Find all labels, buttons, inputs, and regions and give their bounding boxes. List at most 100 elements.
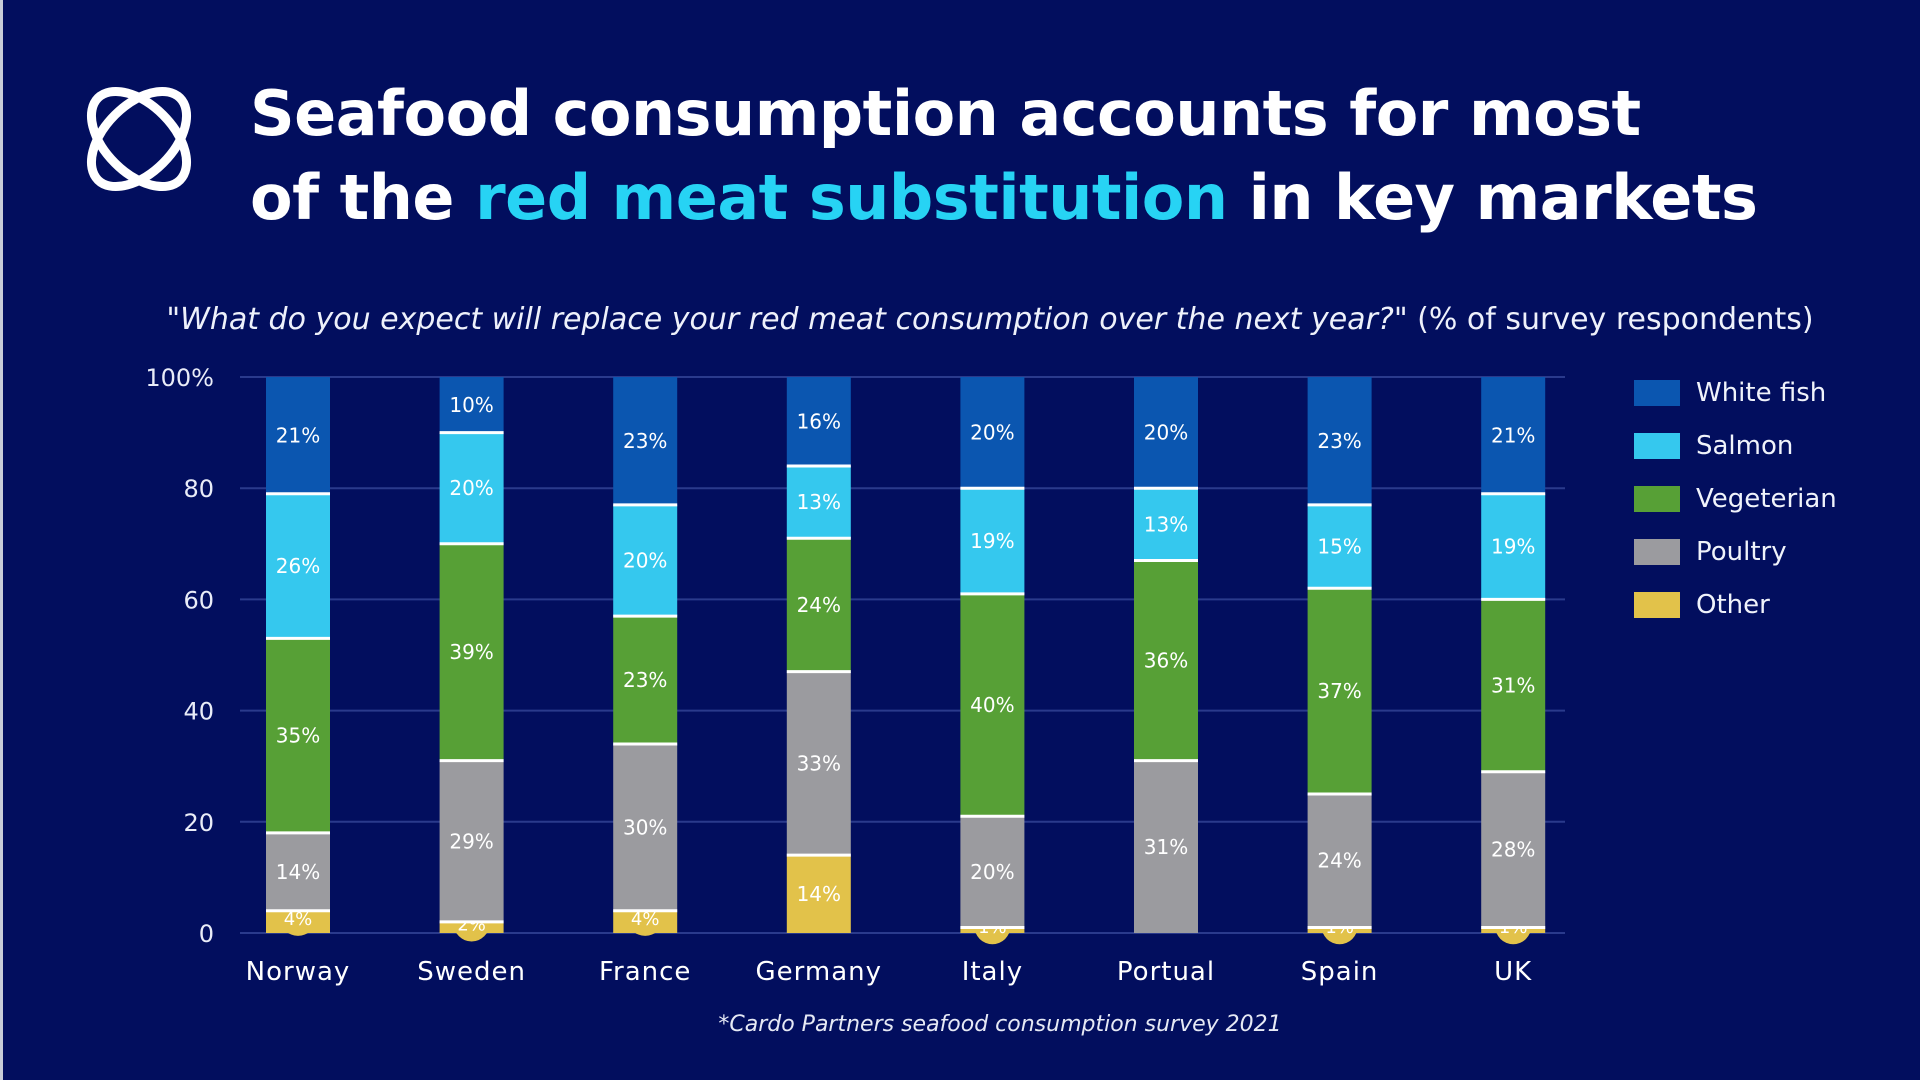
bar-segment <box>439 543 504 761</box>
data-label: 16% <box>797 409 841 433</box>
x-tick-label: Italy <box>962 957 1023 987</box>
bar-stack: 1%28%31%19%21% <box>1481 377 1546 945</box>
legend-item: Poultry <box>1634 537 1837 567</box>
chart-subtitle: "What do you expect will replace your re… <box>0 302 1920 337</box>
legend-swatch <box>1634 539 1680 565</box>
survey-question: "What do you expect will replace your re… <box>166 302 1408 337</box>
legend-item: White fish <box>1634 378 1837 408</box>
data-label: 31% <box>1144 835 1188 859</box>
bar-segment <box>1307 588 1372 794</box>
bar-segment <box>786 538 851 672</box>
bar-stack: 4% 30% 23% 20% 23% <box>613 377 678 936</box>
legend-item: Vegeterian <box>1634 484 1837 514</box>
bar-stack: 1%24%37%15%23% <box>1307 377 1372 945</box>
legend-swatch <box>1634 380 1680 406</box>
source-footnote: *Cardo Partners seafood consumption surv… <box>718 1012 1282 1037</box>
title-line-1: Seafood consumption accounts for most <box>250 77 1641 150</box>
data-label: 13% <box>797 490 841 514</box>
orbit-logo-icon <box>86 86 192 192</box>
page-title: Seafood consumption accounts for most of… <box>250 72 1810 240</box>
bar-segment <box>1481 599 1546 772</box>
x-tick-label: Germany <box>756 957 883 987</box>
data-label: 30% <box>623 815 667 839</box>
legend-item: Other <box>1634 590 1837 620</box>
data-label: 37% <box>1317 679 1361 703</box>
title-line-2: of the red meat substitution in key mark… <box>250 156 1810 240</box>
data-label: 15% <box>1317 535 1361 559</box>
bar-stack: 14% 33% 24% 13% 16% <box>786 377 851 933</box>
y-tick-label: 40 <box>183 698 214 726</box>
x-axis-ticks: Norway Sweden France Germany Italy Portual Spa… <box>246 957 1532 987</box>
data-label: 14% <box>276 860 320 884</box>
bar-segment <box>786 671 851 856</box>
y-tick-label: 20 <box>183 809 214 837</box>
bar-segment <box>439 377 504 433</box>
bar-segment <box>1481 771 1546 928</box>
bar-segment <box>1481 377 1546 494</box>
legend-swatch <box>1634 433 1680 459</box>
y-axis-ticks: 0 20 40 60 80 100% <box>145 364 214 948</box>
data-label: 40% <box>970 693 1014 717</box>
bar-segment <box>1307 377 1372 505</box>
data-label: 23% <box>623 429 667 453</box>
data-label: 23% <box>1317 429 1361 453</box>
bar-segment <box>613 743 678 911</box>
y-tick-label: 60 <box>183 586 214 614</box>
data-label: 4% <box>284 909 313 930</box>
data-label: 19% <box>1491 535 1535 559</box>
bar-stack: 2%29%39%20%10% <box>439 377 504 942</box>
bar-segment <box>266 493 330 639</box>
legend-label: Poultry <box>1696 537 1787 567</box>
bar-stack: 1%20%40%19%20% <box>960 377 1025 945</box>
legend-label: White fish <box>1696 378 1827 408</box>
data-label: 31% <box>1491 674 1535 698</box>
legend-swatch <box>1634 486 1680 512</box>
bar-stack: 4% 14% 35% 26% 21% <box>266 377 330 936</box>
bar-segment <box>613 616 678 744</box>
title-prefix: of the <box>250 161 476 234</box>
data-label: 19% <box>970 529 1014 553</box>
bar-segment <box>439 432 504 544</box>
bar-segment <box>266 377 330 494</box>
bar-segment <box>1134 377 1198 489</box>
data-label: 13% <box>1144 512 1188 536</box>
bar-segment <box>266 832 330 911</box>
x-tick-label: Spain <box>1301 957 1379 987</box>
title-accent: red meat substitution <box>475 161 1228 234</box>
bar-segment <box>786 465 851 539</box>
data-label: 21% <box>276 423 320 447</box>
data-label: 39% <box>449 640 493 664</box>
bar-segment <box>1481 493 1546 600</box>
bar-segment <box>1134 760 1198 933</box>
bar-segment <box>613 377 678 505</box>
legend-label: Salmon <box>1696 431 1794 461</box>
legend-swatch <box>1634 592 1680 618</box>
x-tick-label: UK <box>1494 957 1532 987</box>
bar-segment <box>266 638 330 833</box>
title-suffix: in key markets <box>1227 161 1758 234</box>
chart-legend: White fish Salmon Vegeterian Poultry Other <box>1634 378 1837 645</box>
bar-stack: 31% 36% 13% 20% <box>1134 377 1198 933</box>
data-label: 14% <box>797 882 841 906</box>
x-tick-label: France <box>599 957 691 987</box>
data-label: 20% <box>970 421 1014 445</box>
y-tick-label: 80 <box>183 475 214 503</box>
bar-segment <box>960 377 1025 489</box>
bar-segment <box>1134 488 1198 561</box>
data-label: 35% <box>276 724 320 748</box>
x-tick-label: Portual <box>1117 957 1215 987</box>
data-label: 20% <box>970 860 1014 884</box>
data-label: 24% <box>797 593 841 617</box>
data-label: 20% <box>1144 421 1188 445</box>
bar-segment <box>960 593 1025 817</box>
y-tick-label: 100% <box>145 364 214 392</box>
bar-segment <box>960 488 1025 594</box>
x-tick-label: Norway <box>246 957 351 987</box>
bar-segment <box>1307 794 1372 928</box>
data-label: 20% <box>623 548 667 572</box>
data-label: 26% <box>276 554 320 578</box>
bar-segment <box>1134 560 1198 761</box>
y-tick-label: 0 <box>199 920 214 948</box>
legend-label: Vegeterian <box>1696 484 1837 514</box>
